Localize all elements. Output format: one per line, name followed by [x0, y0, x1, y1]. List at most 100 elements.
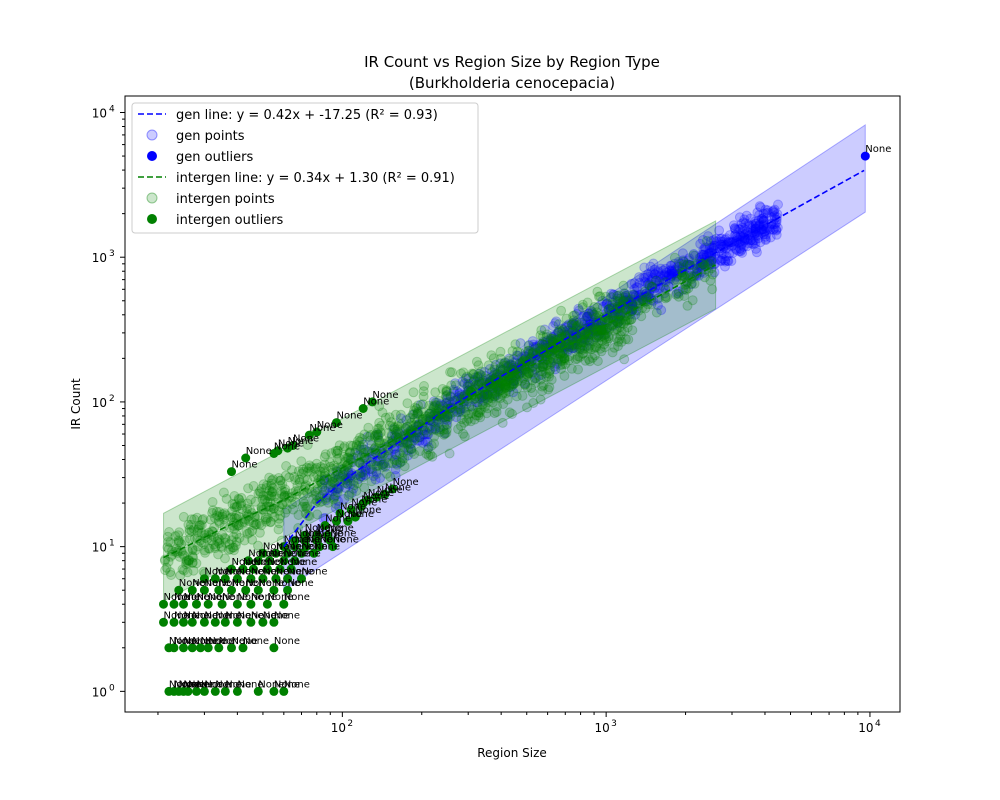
- gen-point: [718, 248, 729, 259]
- intergen-point: [274, 518, 285, 529]
- gen-point: [646, 268, 657, 279]
- gen-point: [735, 243, 746, 254]
- gen-point: [623, 295, 634, 306]
- gen-point: [586, 305, 596, 316]
- gen-point: [728, 220, 739, 231]
- gen-point: [422, 436, 433, 447]
- gen-point: [538, 359, 549, 369]
- gen-point: [484, 364, 495, 374]
- gen-point: [560, 322, 570, 333]
- gen-point: [762, 207, 773, 218]
- y-tick-label: 10: [92, 685, 107, 699]
- intergen-point: [163, 544, 174, 555]
- gen-point: [448, 386, 459, 397]
- intergen-point: [366, 476, 377, 487]
- gen-point: [652, 267, 663, 278]
- gen-point: [759, 226, 770, 237]
- intergen-point: [400, 423, 411, 433]
- y-axis-label: IR Count: [69, 378, 83, 430]
- gen-point: [520, 378, 531, 389]
- outlier-label: None: [317, 420, 343, 431]
- gen-point: [682, 270, 693, 281]
- gen-point: [713, 254, 723, 264]
- gen-point: [647, 273, 658, 284]
- intergen-point: [491, 372, 502, 383]
- intergen-point: [418, 391, 429, 402]
- gen-point: [424, 423, 435, 434]
- intergen-point: [568, 310, 579, 321]
- intergen-point: [473, 410, 484, 421]
- gen-point: [652, 300, 663, 311]
- intergen-point: [463, 413, 474, 424]
- gen-point: [754, 201, 765, 212]
- gen-point: [612, 290, 623, 301]
- gen-point: [459, 379, 470, 389]
- gen-point: [659, 269, 670, 280]
- gen-point: [715, 233, 726, 244]
- gen-point: [648, 267, 659, 278]
- gen-point: [540, 340, 551, 351]
- x-tick-exponent: 3: [611, 719, 617, 729]
- gen-point: [409, 432, 419, 443]
- intergen-point: [173, 546, 183, 557]
- gen-point: [559, 327, 570, 337]
- gen-point: [706, 255, 717, 266]
- gen-point: [607, 297, 618, 308]
- gen-point: [745, 213, 756, 224]
- gen-point: [755, 237, 766, 248]
- gen-point: [765, 224, 776, 235]
- intergen-point: [688, 250, 699, 261]
- gen-point: [698, 249, 709, 260]
- gen-point: [622, 295, 632, 306]
- outlier-label: None: [288, 578, 314, 589]
- gen-point: [771, 212, 782, 223]
- gen-point: [677, 265, 688, 276]
- gen-point: [415, 399, 426, 410]
- intergen-point: [187, 545, 198, 556]
- gen-point: [414, 432, 425, 443]
- gen-point: [697, 249, 707, 260]
- gen-point: [587, 311, 598, 322]
- intergen-point: [425, 449, 436, 460]
- gen-point: [738, 241, 749, 252]
- legend-entry: gen outliers: [176, 150, 253, 165]
- gen-point: [471, 397, 482, 408]
- gen-point: [649, 287, 660, 298]
- gen-point: [528, 341, 539, 352]
- gen-point: [600, 329, 611, 340]
- gen-point: [715, 236, 726, 247]
- intergen-point: [287, 499, 297, 509]
- gen-point: [666, 264, 677, 275]
- intergen-point: [351, 486, 362, 496]
- gen-point: [490, 389, 501, 400]
- gen-point: [674, 258, 685, 269]
- gen-point: [649, 269, 660, 280]
- gen-point: [545, 335, 556, 346]
- gen-point: [440, 414, 451, 425]
- gen-point: [720, 234, 731, 245]
- gen-point: [614, 296, 625, 307]
- gen-point: [570, 319, 581, 330]
- gen-point: [743, 238, 754, 249]
- gen-point: [724, 248, 735, 259]
- gen-point: [504, 353, 515, 364]
- intergen-point: [207, 497, 218, 507]
- gen-point: [643, 291, 654, 301]
- intergen-point: [488, 353, 499, 364]
- gen-point: [430, 423, 441, 434]
- gen-point: [641, 288, 652, 299]
- gen-point: [655, 272, 666, 283]
- intergen-point: [229, 502, 240, 513]
- intergen-point: [243, 483, 254, 494]
- gen-point: [520, 351, 531, 362]
- gen-point: [653, 266, 664, 277]
- gen-point: [667, 266, 678, 277]
- gen-point: [424, 408, 435, 419]
- gen-point: [655, 263, 666, 274]
- gen-point: [562, 346, 573, 357]
- gen-point: [734, 246, 745, 257]
- gen-point: [753, 233, 764, 244]
- gen-point: [677, 248, 688, 259]
- intergen-point: [459, 431, 470, 442]
- intergen-point: [376, 420, 387, 431]
